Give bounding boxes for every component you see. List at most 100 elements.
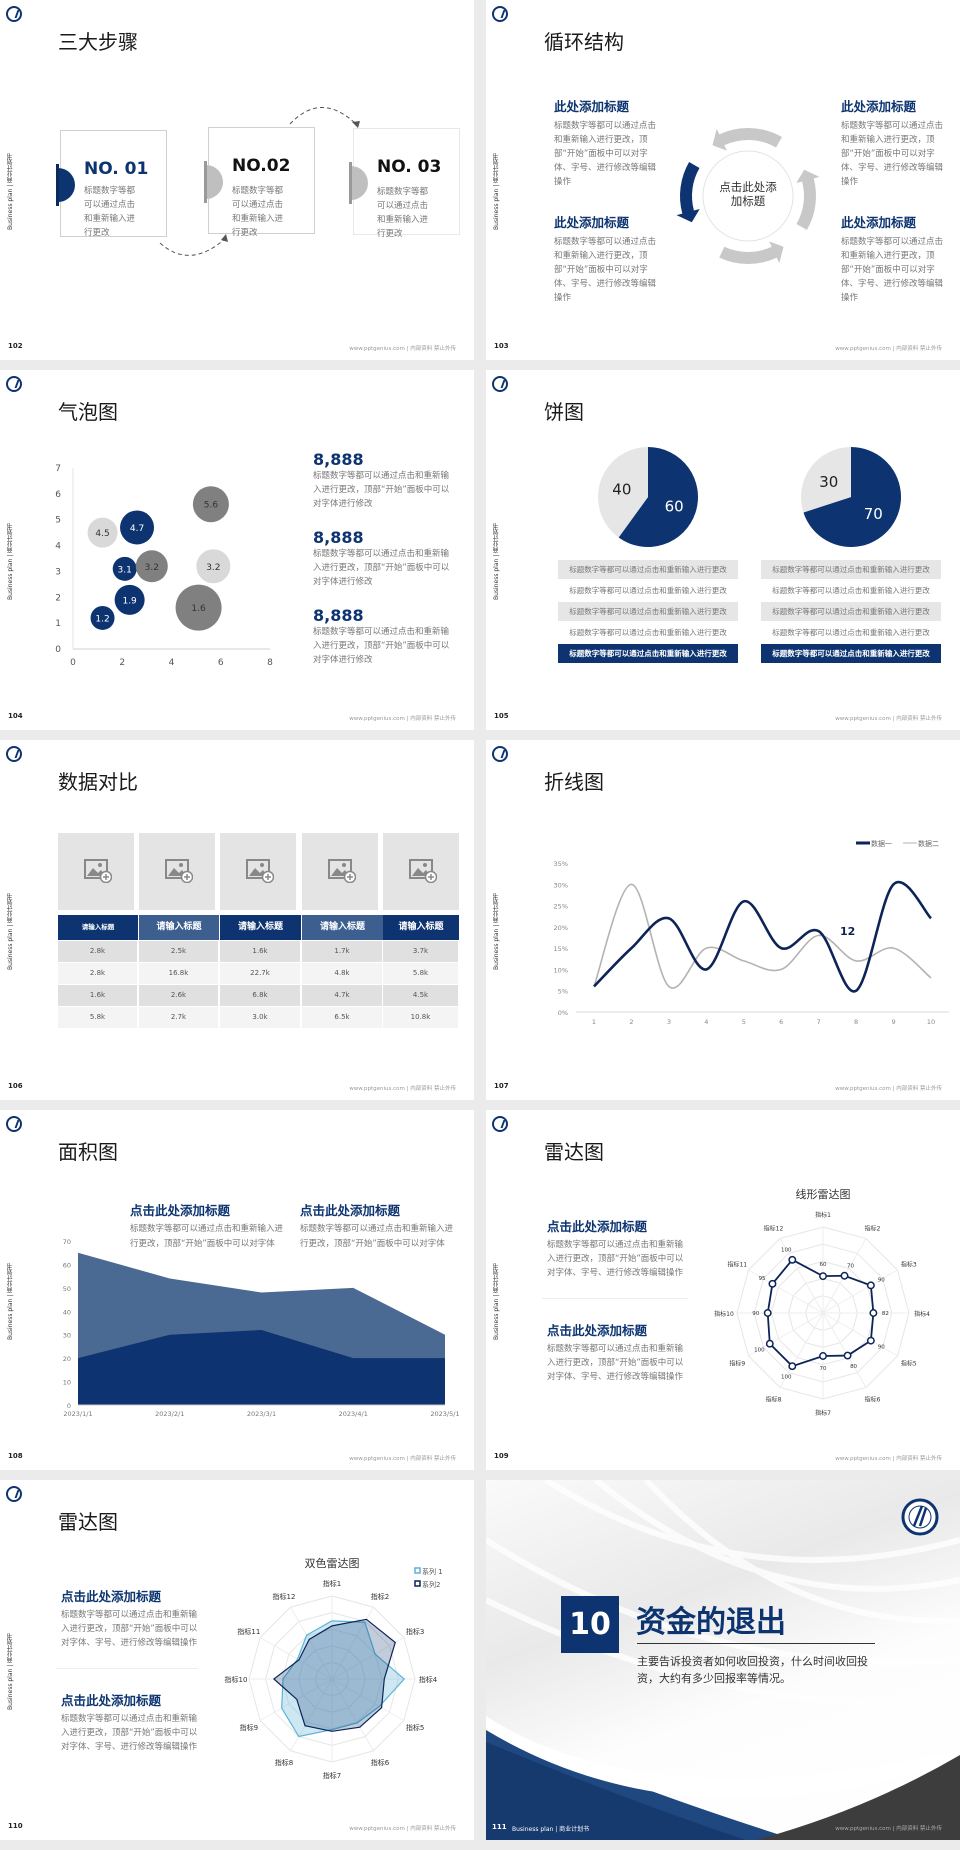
image-placeholder[interactable]: [302, 833, 378, 910]
image-placeholder[interactable]: [220, 833, 296, 910]
sidebar-label: Business plan | 商业计划书: [7, 1632, 14, 1710]
radar-point[interactable]: [765, 1339, 774, 1348]
legend-label: 数据一: [871, 839, 892, 848]
bubble[interactable]: [135, 550, 168, 583]
pie-legend-row[interactable]: 标题数字等都可以通过点击和重新输入进行更改: [569, 586, 727, 595]
sidebar-label: Business plan | 商业计划书: [7, 1262, 14, 1340]
y-tick-label: 30: [63, 1332, 71, 1340]
pie-legend-row[interactable]: 标题数字等都可以通过点击和重新输入进行更改: [569, 628, 727, 637]
cycle-block-2: 此处添加标题 标题数字等都可以通过点击和重新输入进行更改，顶部“开始”面板中可以…: [841, 96, 949, 189]
bubble[interactable]: [87, 517, 118, 548]
slide-110[interactable]: 雷达图 点击此处添加标题 标题数字等都可以通过点击和重新输入进行更改，顶部“开始…: [0, 1480, 474, 1840]
slide-106[interactable]: 数据对比 请输入标题 请输入标题 请输入标题 请输入标题 请输入标题 2.8k 2.5k 1.…: [0, 740, 474, 1100]
x-tick-label: 2: [629, 1018, 633, 1026]
step-card-2[interactable]: NO.02 标题数字等都可以通过点击和重新输入进行更改: [206, 127, 315, 238]
table-cell: 2.8k: [58, 963, 137, 984]
image-placeholder[interactable]: [383, 833, 459, 910]
step-card-1[interactable]: NO. 01 标题数字等都可以通过点击和重新输入进行更改: [58, 130, 167, 238]
block-body: 标题数字等都可以通过点击和重新输入进行更改，顶部“开始”面板中可以对字体、字号、…: [841, 121, 944, 187]
logo-icon: [492, 6, 508, 22]
table-cell: 1.7k: [302, 941, 382, 962]
bubble-label: 4.7: [130, 524, 144, 534]
pie-legend-row[interactable]: 标题数字等都可以通过点击和重新输入进行更改: [761, 602, 941, 621]
y-tick-label: 0%: [558, 1009, 568, 1017]
block-heading: 点击此处添加标题: [547, 1219, 648, 1234]
pie-legend-row[interactable]: 标题数字等都可以通过点击和重新输入进行更改: [772, 586, 930, 595]
bubble[interactable]: [114, 584, 145, 615]
slide-109[interactable]: 雷达图 点击此处添加标题 标题数字等都可以通过点击和重新输入进行更改，顶部“开始…: [486, 1110, 960, 1470]
column-header[interactable]: 请输入标题: [58, 915, 138, 940]
page-number: 106: [8, 1082, 23, 1090]
block-body: 标题数字等都可以通过点击和重新输入进行更改，顶部“开始”面板中可以对字体、字号、…: [547, 1344, 684, 1382]
pie-legend-row[interactable]: 标题数字等都可以通过点击和重新输入进行更改: [558, 644, 738, 663]
block-body: 标题数字等都可以通过点击和重新输入进行更改，顶部“开始”面板中可以对字体、字号、…: [547, 1240, 684, 1278]
radar-value-label: 100: [781, 1247, 792, 1253]
radar-point[interactable]: [866, 1336, 875, 1345]
pie-legend-list-2: 标题数字等都可以通过点击和重新输入进行更改 标题数字等都可以通过点击和重新输入进行…: [761, 560, 941, 665]
bubble[interactable]: [175, 584, 222, 631]
logo-icon: [6, 1486, 22, 1502]
radar-point[interactable]: [763, 1309, 772, 1317]
footer-text: www.pptgenius.com | 内部资料 禁止外传: [349, 716, 456, 722]
radar-point[interactable]: [768, 1279, 777, 1288]
logo-icon: [6, 1116, 22, 1132]
bubble[interactable]: [112, 556, 137, 581]
radar-chart: 指标1 指标2 指标3 指标4 指标5 指标6 指标7 指标8 指标9 指标10 指标11 指标12 双…: [225, 1556, 443, 1780]
y-tick-label: 0: [67, 1402, 71, 1410]
radar-axis-label: 指标5: [901, 1360, 917, 1368]
pie-legend-row[interactable]: 标题数字等都可以通过点击和重新输入进行更改: [761, 644, 941, 663]
stat-body: 标题数字等都可以通过点击和重新输入进行更改，顶部“开始”面板中可以对字体进行修改: [313, 471, 450, 509]
pie-legend-row[interactable]: 标题数字等都可以通过点击和重新输入进行更改: [558, 560, 738, 579]
cycle-arrow-1: [712, 127, 782, 151]
bubble[interactable]: [196, 549, 231, 584]
x-tick-label: 2023/2/1: [155, 1410, 184, 1418]
radar-axis-label: 指标11: [727, 1261, 747, 1269]
slide-105[interactable]: 饼图 60 40 70 30 标题数字等都可以通过点击和重新输入进行更改 标题数字等都可…: [486, 370, 960, 730]
image-placeholder[interactable]: [139, 833, 215, 910]
radar-point[interactable]: [869, 1309, 878, 1317]
radar-axis-label: 指标9: [729, 1360, 745, 1368]
slide-104[interactable]: 气泡图 0 2 4 6 8 0 1 2 3 4 5 6 7 1.2 1.9 3.1 3.2 4.5 4.7 5.6 3.…: [0, 370, 474, 730]
step-card-3[interactable]: NO. 03 标题数字等都可以通过点击和重新输入进行更改: [351, 128, 460, 239]
bubble[interactable]: [120, 510, 155, 545]
page-number: 107: [494, 1082, 509, 1090]
radar-axis-label: 指标1: [323, 1579, 341, 1588]
slide-111[interactable]: 10 资金的退出 主要告诉投资者如何收回投资，什么时间收回投资，大约有多少回报率…: [486, 1480, 960, 1840]
bubble[interactable]: [90, 605, 115, 630]
bubble[interactable]: [192, 486, 229, 523]
slide-108[interactable]: 面积图 0 10 20 30 40 50 60 70 2023/1/1 2023/2/1 2023/…: [0, 1110, 474, 1470]
pie-legend-row[interactable]: 标题数字等都可以通过点击和重新输入进行更改: [558, 602, 738, 621]
radar-point[interactable]: [788, 1255, 797, 1264]
slide-103[interactable]: 循环结构 点击此处添加标题 此处添加标题 标题数字等都可以通过点击和重新输入进行…: [486, 0, 960, 360]
column-header[interactable]: 请输入标题: [302, 915, 383, 940]
page-number: 103: [494, 342, 509, 350]
radar-point[interactable]: [819, 1352, 827, 1360]
radar-point[interactable]: [866, 1281, 875, 1290]
bubble-chart: 0 2 4 6 8 0 1 2 3 4 5 6 7 1.2 1.9 3.1 3.2 4.5 4.7 5.6 3.2 1.6: [55, 464, 273, 668]
pie-slice[interactable]: [803, 447, 901, 547]
pie-slice[interactable]: [598, 447, 648, 538]
radar-point[interactable]: [788, 1362, 797, 1371]
radar-point[interactable]: [843, 1351, 852, 1360]
column-header[interactable]: 请输入标题: [139, 915, 219, 940]
y-tick-label: 15%: [554, 945, 568, 953]
pie-slice[interactable]: [801, 447, 851, 513]
slide-102[interactable]: 三大步骤 NO. 01 标题数字等都可以通过点击和重新输入进行更改 NO.02 …: [0, 0, 474, 360]
column-header[interactable]: 请输入标题: [383, 915, 459, 940]
add-image-icon: [409, 859, 437, 883]
radar-point[interactable]: [840, 1271, 849, 1280]
logo-icon: [6, 6, 22, 22]
cycle-center-label[interactable]: 点击此处添加标题: [719, 180, 777, 208]
divider: [56, 1668, 198, 1669]
bubble-label: 1.9: [122, 596, 137, 606]
sidebar-label: Business plan | 商业计划书: [7, 152, 14, 230]
pie-slice[interactable]: [618, 447, 698, 547]
image-placeholder[interactable]: [58, 833, 134, 910]
slide-107[interactable]: 折线图 0% 5% 10% 15% 20% 25% 30% 35% 1 2 3 4 5 6 7 8 9 10 数据一…: [486, 740, 960, 1100]
radar-axis-label: 指标12: [764, 1224, 784, 1232]
column-header[interactable]: 请输入标题: [220, 915, 301, 940]
radar-point[interactable]: [819, 1272, 827, 1281]
sidebar-label: Business plan | 商业计划书: [493, 1262, 500, 1340]
pie-legend-row[interactable]: 标题数字等都可以通过点击和重新输入进行更改: [772, 628, 930, 637]
pie-legend-row[interactable]: 标题数字等都可以通过点击和重新输入进行更改: [761, 560, 941, 579]
